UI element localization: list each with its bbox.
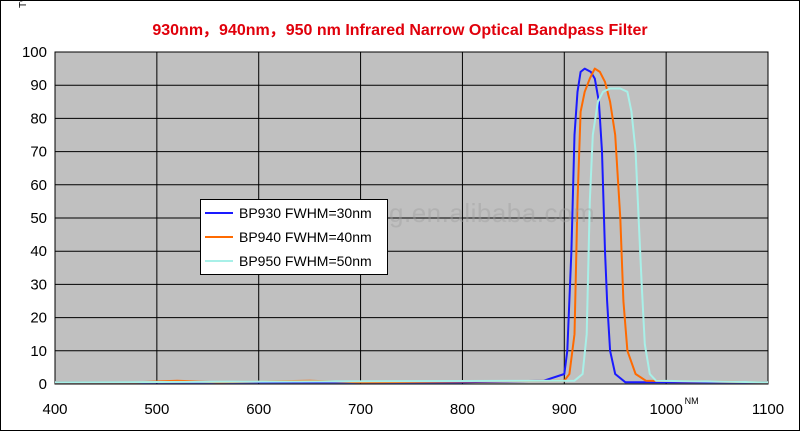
x-tick-label: 800 — [450, 401, 475, 418]
x-tick-label: 600 — [246, 401, 271, 418]
legend-swatch-bp930 — [205, 212, 233, 214]
legend-item-bp930: BP930 FWHM=30nm — [205, 202, 372, 224]
y-tick-label: 0 — [39, 376, 47, 393]
y-tick-label: 30 — [30, 276, 47, 293]
y-tick-label: 40 — [30, 243, 47, 260]
legend-label-bp930: BP930 FWHM=30nm — [239, 205, 372, 221]
y-tick-label: 50 — [30, 210, 47, 227]
x-tick-label: 700 — [348, 401, 373, 418]
y-tick-label: 10 — [30, 343, 47, 360]
x-tick-label: 900 — [552, 401, 577, 418]
y-tick-label: 60 — [30, 177, 47, 194]
x-axis-unit-label: NM — [685, 396, 699, 406]
legend-swatch-bp950 — [205, 260, 233, 262]
legend-swatch-bp940 — [205, 236, 233, 238]
y-tick-label: 70 — [30, 144, 47, 161]
series-line-2 — [54, 87, 769, 384]
y-tick-label: 100 — [22, 44, 47, 61]
x-tick-label: 400 — [42, 401, 67, 418]
y-tick-label: 90 — [30, 77, 47, 94]
y-tick-label: 80 — [30, 110, 47, 127]
legend-label-bp950: BP950 FWHM=50nm — [239, 253, 372, 269]
legend-label-bp940: BP940 FWHM=40nm — [239, 229, 372, 245]
legend-item-bp940: BP940 FWHM=40nm — [205, 226, 372, 248]
x-tick-label: 500 — [144, 401, 169, 418]
y-tick-label: 20 — [30, 310, 47, 327]
legend: BP930 FWHM=30nm BP940 FWHM=40nm BP950 FW… — [200, 199, 388, 275]
series-line-0 — [55, 67, 768, 384]
x-tick-label: 1100 — [752, 401, 784, 418]
x-tick-label: 1000 — [649, 401, 682, 418]
legend-item-bp950: BP950 FWHM=50nm — [205, 250, 372, 272]
chart-title: 930nm，940nm，950 nm Infrared Narrow Optic… — [152, 22, 648, 39]
